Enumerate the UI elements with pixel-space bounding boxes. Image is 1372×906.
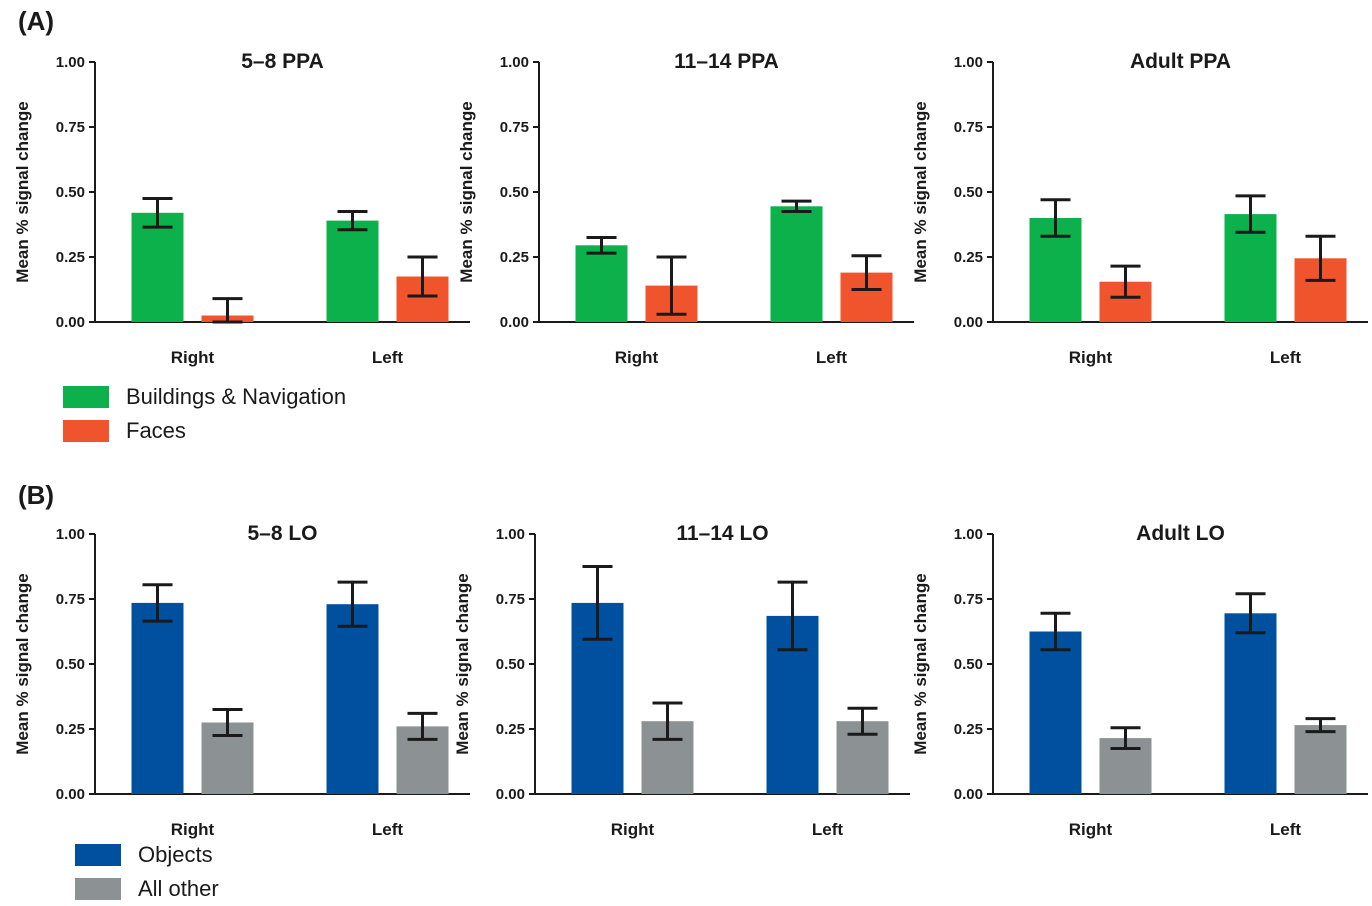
y-tick-label: 0.25 — [500, 249, 529, 266]
y-axis-label: Mean % signal change — [453, 573, 472, 754]
y-tick-label: 0.25 — [56, 249, 85, 266]
y-tick-label: 1.00 — [954, 526, 983, 543]
y-axis-label: Mean % signal change — [13, 101, 32, 282]
chart-adult-ppa: Adult PPA Mean % signal change 0.00 0.25 0.5… — [898, 40, 1368, 370]
bar-buildings-navigation-right — [131, 212, 184, 322]
x-tick-label: Right — [1069, 348, 1113, 367]
chart-title: 5–8 PPA — [241, 50, 324, 73]
chart-11-14-lo: 11–14 LO Mean % signal change 0.00 0.25 0.50… — [440, 512, 910, 842]
chart-title: Adult LO — [1136, 522, 1225, 545]
y-axis-label: Mean % signal change — [457, 101, 476, 282]
y-tick-label: 0.00 — [954, 786, 983, 803]
y-tick-label: 0.00 — [500, 314, 529, 331]
y-tick-label: 1.00 — [954, 54, 983, 71]
x-tick-label: Left — [816, 348, 848, 367]
y-tick-label: 0.25 — [954, 721, 983, 738]
legend-label-faces: Faces — [126, 418, 186, 443]
y-tick-label: 1.00 — [496, 526, 525, 543]
y-tick-label: 0.75 — [56, 119, 85, 136]
x-tick-label: Left — [372, 820, 404, 839]
panel-a-label: (A) — [18, 6, 55, 36]
legend-item: Faces — [63, 414, 346, 448]
legend-panel-b: Objects All other — [75, 838, 219, 906]
chart-title: 5–8 LO — [247, 522, 317, 545]
y-tick-label: 0.00 — [496, 786, 525, 803]
y-axis-label: Mean % signal change — [911, 573, 930, 754]
chart-svg: 5–8 LO Mean % signal change 0.00 0.25 0.50 0.… — [13, 522, 470, 839]
bar-objects-right — [131, 602, 184, 794]
legend-label-objects: Objects — [138, 842, 213, 867]
legend-item: All other — [75, 872, 219, 906]
chart-svg: 11–14 LO Mean % signal change 0.00 0.25 0.50… — [453, 522, 910, 839]
y-tick-label: 0.75 — [954, 591, 983, 608]
y-tick-label: 0.00 — [56, 786, 85, 803]
y-tick-label: 0.00 — [56, 314, 85, 331]
chart-5-8-lo: 5–8 LO Mean % signal change 0.00 0.25 0.50 0.… — [0, 512, 470, 842]
y-tick-label: 1.00 — [56, 54, 85, 71]
chart-adult-lo: Adult LO Mean % signal change 0.00 0.25 0.50… — [898, 512, 1368, 842]
y-tick-label: 0.50 — [56, 656, 85, 673]
x-tick-label: Left — [1270, 348, 1302, 367]
y-tick-label: 0.75 — [496, 591, 525, 608]
y-tick-label: 0.50 — [500, 184, 529, 201]
x-tick-label: Right — [1069, 820, 1113, 839]
bar-objects-left — [326, 604, 379, 794]
chart-title: Adult PPA — [1130, 50, 1231, 73]
bar-buildings-navigation-left — [770, 206, 823, 322]
bar-all-other-left — [1294, 725, 1347, 794]
chart-svg: 5–8 PPA Mean % signal change 0.00 0.25 0.50 0… — [13, 50, 470, 367]
legend-label-all-other: All other — [138, 876, 219, 901]
x-tick-label: Left — [1270, 820, 1302, 839]
legend-label-buildings: Buildings & Navigation — [126, 384, 347, 409]
panel-b-label: (B) — [18, 480, 55, 510]
legend-panel-a: Buildings & Navigation Faces — [63, 380, 346, 448]
chart-title: 11–14 PPA — [674, 50, 779, 73]
x-tick-label: Left — [372, 348, 404, 367]
legend-item: Buildings & Navigation — [63, 380, 346, 414]
y-tick-label: 0.00 — [954, 314, 983, 331]
y-axis-label: Mean % signal change — [911, 101, 930, 282]
legend-swatch-all-other — [75, 878, 121, 900]
legend-item: Objects — [75, 838, 219, 872]
y-tick-label: 0.75 — [500, 119, 529, 136]
y-tick-label: 0.50 — [954, 656, 983, 673]
y-tick-label: 0.50 — [496, 656, 525, 673]
chart-svg: Adult LO Mean % signal change 0.00 0.25 0.50… — [911, 522, 1368, 839]
x-tick-label: Right — [611, 820, 655, 839]
chart-5-8-ppa: 5–8 PPA Mean % signal change 0.00 0.25 0.50 0… — [0, 40, 470, 370]
y-tick-label: 0.25 — [56, 721, 85, 738]
bar-objects-right — [1029, 631, 1082, 794]
y-axis-label: Mean % signal change — [13, 573, 32, 754]
legend-swatch-buildings — [63, 386, 109, 408]
legend-swatch-faces — [63, 420, 109, 442]
x-tick-label: Right — [615, 348, 659, 367]
legend-swatch-objects — [75, 844, 121, 866]
chart-11-14-ppa: 11–14 PPA Mean % signal change 0.00 0.25 0.5… — [444, 40, 914, 370]
y-tick-label: 0.50 — [56, 184, 85, 201]
y-tick-label: 0.25 — [954, 249, 983, 266]
y-tick-label: 0.75 — [56, 591, 85, 608]
bar-objects-left — [1224, 613, 1277, 794]
x-tick-label: Right — [171, 820, 215, 839]
y-tick-label: 0.75 — [954, 119, 983, 136]
y-tick-label: 0.25 — [496, 721, 525, 738]
y-tick-label: 0.50 — [954, 184, 983, 201]
chart-svg: Adult PPA Mean % signal change 0.00 0.25 0.5… — [911, 50, 1368, 367]
y-tick-label: 1.00 — [56, 526, 85, 543]
x-tick-label: Left — [812, 820, 844, 839]
chart-title: 11–14 LO — [676, 522, 768, 545]
chart-svg: 11–14 PPA Mean % signal change 0.00 0.25 0.5… — [457, 50, 914, 367]
bar-buildings-navigation-left — [326, 220, 379, 322]
bar-buildings-navigation-right — [575, 245, 628, 322]
x-tick-label: Right — [171, 348, 215, 367]
y-tick-label: 1.00 — [500, 54, 529, 71]
